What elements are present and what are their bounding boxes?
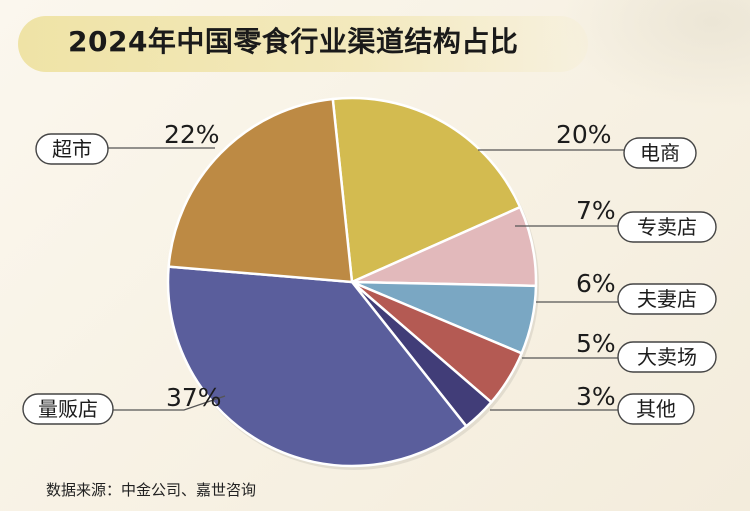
decorative-background — [560, 0, 750, 110]
percent-label: 37% — [166, 383, 222, 412]
category-label: 电商 — [640, 141, 680, 165]
percent-label: 7% — [576, 196, 616, 225]
leader-line-1 — [113, 395, 226, 411]
percent-label: 6% — [576, 269, 616, 298]
category-label: 量贩店 — [38, 397, 98, 421]
percent-label: 22% — [164, 120, 220, 149]
category-label: 大卖场 — [637, 345, 697, 369]
category-pill — [35, 133, 109, 165]
category-pill — [22, 393, 114, 425]
category-label: 超市 — [52, 137, 92, 161]
percent-label: 20% — [556, 120, 612, 149]
category-pill — [623, 137, 697, 169]
category-pill — [617, 341, 717, 373]
category-label: 其他 — [636, 397, 676, 421]
chart-title: 2024年中国零食行业渠道结构占比 — [68, 25, 519, 58]
category-pill — [617, 211, 717, 243]
category-label: 夫妻店 — [637, 287, 697, 311]
percent-label: 3% — [576, 382, 616, 411]
title-pill — [18, 16, 588, 72]
category-label: 专卖店 — [637, 215, 697, 239]
title-banner: 2024年中国零食行业渠道结构占比 — [0, 0, 750, 110]
pie-slice-3 — [331, 96, 522, 284]
category-pill — [617, 283, 717, 315]
pie-slice-1 — [166, 265, 468, 468]
pie-slice-2 — [167, 97, 354, 284]
percent-label: 5% — [576, 329, 616, 358]
category-pill — [617, 393, 695, 425]
source-note: 数据来源：中金公司、嘉世咨询 — [46, 481, 257, 499]
